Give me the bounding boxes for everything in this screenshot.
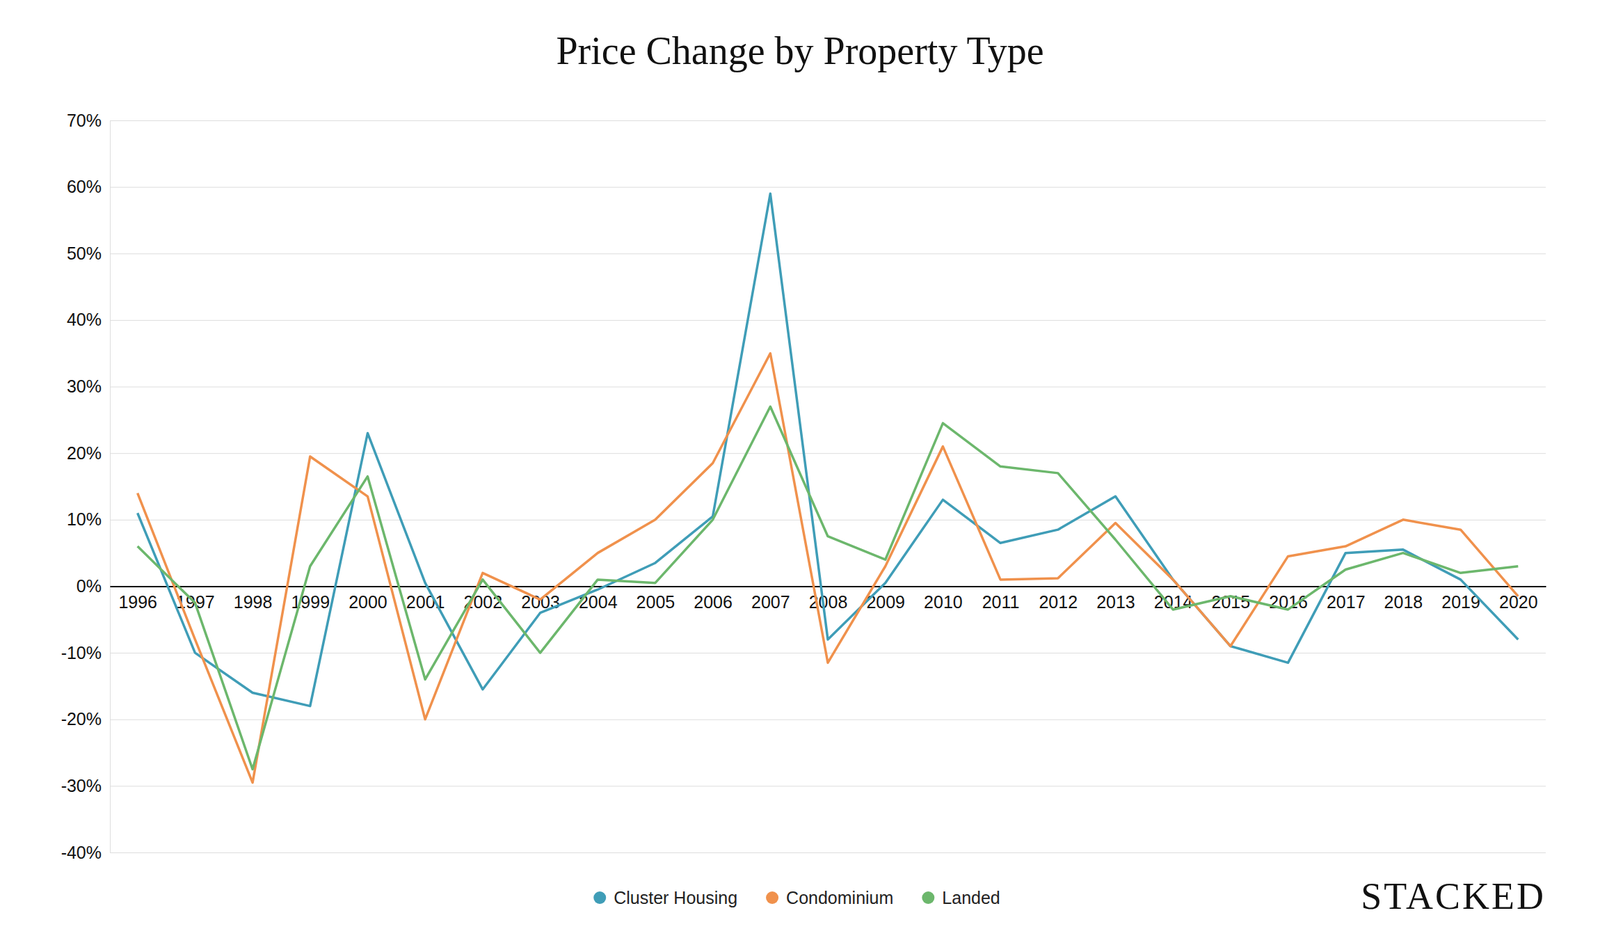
x-tick: 2011 [982,592,1020,612]
legend-marker [765,891,779,904]
series-line [137,406,1519,769]
y-tick-label: 60% [66,176,102,197]
x-tick: 2006 [693,592,733,612]
grid-line [109,719,1546,720]
x-tick: 1998 [233,592,273,612]
grid-line [109,852,1546,853]
x-tick: 2007 [751,592,791,612]
y-tick-label: 70% [66,110,102,131]
x-axis: 1996199719981999200020012002200320042005… [110,586,1547,612]
x-tick: 2010 [923,592,963,612]
y-tick: 30% [66,376,1546,396]
y-tick: -40% [61,842,1546,862]
grid-line [109,187,1546,188]
legend: Cluster Housing Condominium Landed [593,887,1001,908]
legend-item: Landed [921,887,1000,908]
y-tick-label: 10% [66,509,102,529]
y-axis-line [109,121,111,853]
legend-marker [593,891,606,904]
grid-line [109,585,1546,587]
x-tick: 2005 [636,592,676,612]
y-tick: 40% [66,309,1546,330]
legend-item: Cluster Housing [593,887,738,908]
y-tick: 20% [66,443,1546,463]
x-tick: 2003 [521,592,560,612]
y-tick-label: -30% [61,775,102,796]
x-tick-label: 2013 [1096,592,1136,612]
y-tick-label: 50% [66,243,102,263]
y-tick-label: 20% [66,443,102,463]
y-tick-label: -10% [61,642,102,663]
x-tick-label: 2017 [1326,592,1366,612]
y-tick-label: -20% [61,708,102,729]
grid-line [109,320,1546,321]
x-tick: 2013 [1096,592,1136,612]
title: Price Change by Property Type [555,29,1044,73]
y-tick-label: 40% [66,309,102,330]
grid-line [109,386,1546,388]
y-tick: 70% [66,110,1546,131]
x-axis-line [110,585,1547,588]
annotation: STACKED [1360,875,1546,917]
chart: Price Change by Property Type -40% -30% -20… [0,0,1600,945]
x-tick-label: 2011 [982,592,1020,612]
y-tick: 10% [66,509,1546,529]
legend-item: Condominium [765,887,894,908]
grid-line [109,785,1546,787]
grid-line [109,120,1546,122]
legend-label: Cluster Housing [613,887,738,908]
x-tick-label: 2012 [1038,592,1078,612]
x-tick: 1996 [118,592,158,612]
x-tick-label: 2010 [923,592,963,612]
x-tick: 2018 [1384,592,1424,612]
x-tick: 2000 [348,592,388,612]
legend-marker [921,891,935,904]
grid-line [109,519,1546,521]
y-tick: 60% [66,176,1546,197]
x-tick-label: 2018 [1384,592,1424,612]
y-axis: -40% -30% -20% -10% 0% 10% 20% 30% 40% 50% 60% 70% [61,110,1546,862]
grid-line [109,452,1546,454]
series-line [137,353,1519,783]
grid-line [109,652,1546,654]
y-tick: -20% [61,708,1546,729]
y-tick: -30% [61,775,1546,796]
x-tick-label: 2000 [348,592,388,612]
x-tick-label: 2006 [693,592,733,612]
grid-line [109,253,1546,254]
y-tick-label: 30% [66,376,102,396]
legend-label: Landed [941,887,1000,908]
y-tick: 50% [66,243,1546,263]
x-tick: 2012 [1038,592,1078,612]
x-tick-label: 1996 [118,592,158,612]
lines [137,193,1519,782]
x-tick: 2017 [1326,592,1366,612]
x-tick-label: 2003 [521,592,560,612]
x-tick-label: 2005 [636,592,676,612]
series-line [137,193,1519,706]
y-tick-label: -40% [61,842,102,862]
legend-label: Condominium [786,887,894,908]
x-tick-label: 1998 [233,592,273,612]
y-tick-label: 0% [76,576,102,596]
x-tick-label: 2007 [751,592,791,612]
